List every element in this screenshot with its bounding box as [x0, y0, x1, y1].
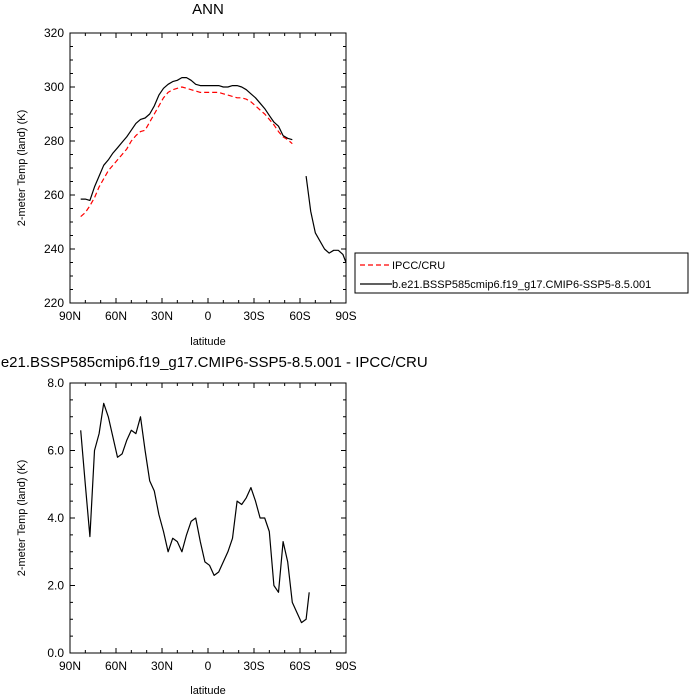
legend-box: [354, 252, 689, 294]
x-tick-label: 90S: [335, 309, 356, 323]
chart-top-temperature: ANN 90N 60N 30N 0 30S 60S 90S 220 240 260 280 300 32…: [16, 1, 357, 348]
y-tick-label: 4.0: [47, 511, 64, 525]
chart-title: ANN: [192, 1, 224, 18]
tick-marks: [69, 32, 347, 304]
y-tick-label: 8.0: [47, 376, 64, 390]
y-axis-label: 2-meter Temp (land) (K): [16, 460, 28, 577]
chart-bottom-difference: b.e21.BSSP585cmip6.f19_g17.CMIP6-SSP5-8.…: [0, 354, 428, 697]
x-tick-label: 90N: [59, 659, 81, 673]
y-tick-label: 2.0: [47, 579, 64, 593]
y-tick-label: 260: [44, 188, 64, 202]
x-tick-label: 30N: [151, 309, 173, 323]
x-tick-label: 60S: [289, 659, 310, 673]
x-axis-label: latitude: [190, 685, 225, 697]
tick-marks: [69, 382, 347, 654]
x-tick-label: 30S: [243, 309, 264, 323]
series-line-0-segment-0: [80, 86, 293, 218]
chart-title: b.e21.BSSP585cmip6.f19_g17.CMIP6-SSP5-8.…: [0, 354, 428, 371]
series-line-1-segment-0: [80, 76, 293, 201]
legend: IPCC/CRU b.e21.BSSP585cmip6.f19_g17.CMIP…: [354, 252, 689, 294]
x-tick-label: 90N: [59, 309, 81, 323]
y-tick-label: 6.0: [47, 444, 64, 458]
y-tick-label: 0.0: [47, 646, 64, 660]
y-tick-label: 280: [44, 134, 64, 148]
plot-frame: [69, 382, 347, 654]
x-tick-label: 60N: [105, 309, 127, 323]
series-line-0-segment-0: [80, 402, 310, 624]
tick-labels: 90N 60N 30N 0 30S 60S 90S 0.0 2.0 4.0 6.0 8.0: [47, 376, 356, 673]
y-tick-label: 240: [44, 242, 64, 256]
legend-label-model: b.e21.BSSP585cmip6.f19_g17.CMIP6-SSP5-8.…: [392, 279, 651, 291]
y-axis-label: 2-meter Temp (land) (K): [16, 110, 28, 227]
x-tick-label: 30N: [151, 659, 173, 673]
x-tick-label: 0: [205, 659, 212, 673]
x-tick-label: 30S: [243, 659, 264, 673]
y-tick-label: 300: [44, 80, 64, 94]
x-tick-label: 60N: [105, 659, 127, 673]
y-tick-label: 220: [44, 296, 64, 310]
y-tick-label: 320: [44, 26, 64, 40]
legend-label-ipcc-cru: IPCC/CRU: [392, 260, 445, 272]
series-layer: [80, 402, 310, 624]
x-tick-label: 0: [205, 309, 212, 323]
x-tick-label: 90S: [335, 659, 356, 673]
plot-frame: [69, 32, 347, 304]
x-tick-label: 60S: [289, 309, 310, 323]
tick-labels: 90N 60N 30N 0 30S 60S 90S 220 240 260 280 300 320: [44, 26, 357, 323]
series-layer: [80, 76, 346, 265]
series-line-1-segment-1: [305, 176, 346, 265]
x-axis-label: latitude: [190, 336, 225, 348]
